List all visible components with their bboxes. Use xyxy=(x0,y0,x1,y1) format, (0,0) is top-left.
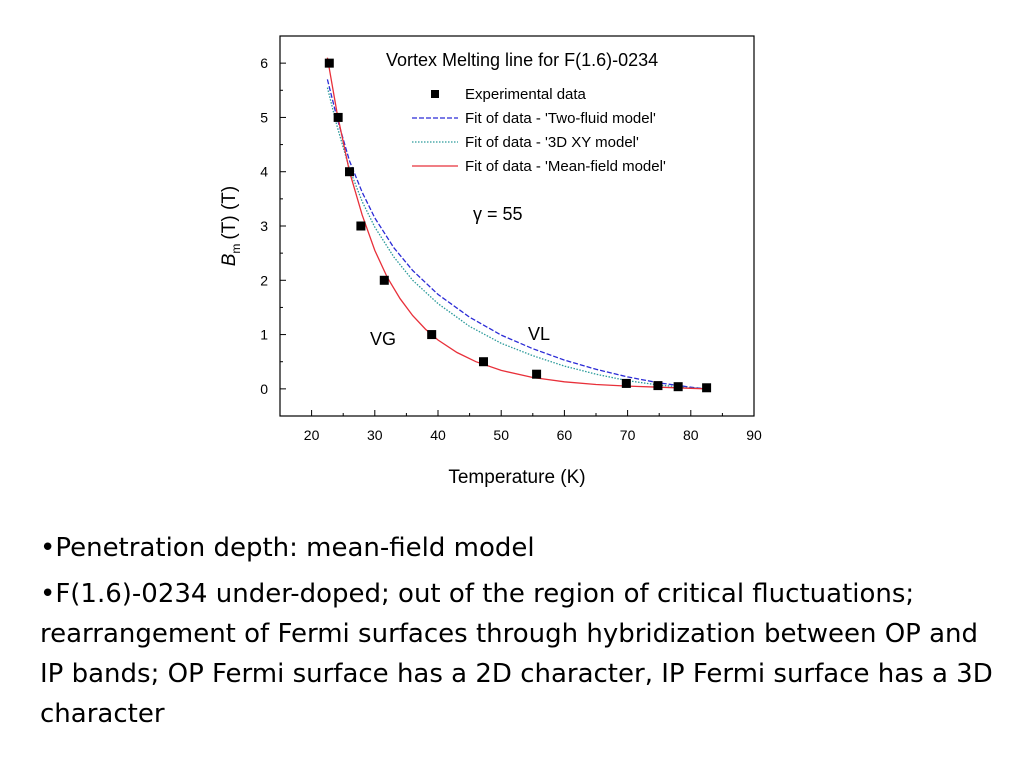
x-tick-label-5: 70 xyxy=(620,427,636,443)
data-point-9 xyxy=(653,381,663,391)
y-tick-label-5: 5 xyxy=(260,109,268,125)
x-tick-label-4: 60 xyxy=(557,427,573,443)
y-tick-label-1: 1 xyxy=(260,327,268,343)
data-point-7 xyxy=(532,369,542,379)
bullet-list: •Penetration depth: mean-field model •F(… xyxy=(40,528,1000,740)
y-tick-label-2: 2 xyxy=(260,272,268,288)
chart-figure: 20 30 40 50 60 70 80 90 0 1 2 3 4 5 6 Experimental dat… xyxy=(219,35,762,488)
x-tick-label-1: 30 xyxy=(367,427,383,443)
x-tick-label-7: 90 xyxy=(746,427,762,443)
bullet-item-1: •Penetration depth: mean-field model xyxy=(40,533,535,563)
legend-marker-0 xyxy=(431,90,439,98)
data-point-1 xyxy=(333,112,343,122)
data-point-2 xyxy=(345,167,355,177)
y-tick-label-6: 6 xyxy=(260,55,268,71)
legend-label-1: Fit of data - 'Two-fluid model' xyxy=(465,110,656,127)
y-tick-label-0: 0 xyxy=(260,381,268,397)
data-point-4 xyxy=(379,275,389,285)
data-point-8 xyxy=(621,378,631,388)
y-axis-title-sub: m xyxy=(229,244,243,254)
points-layer xyxy=(324,58,712,393)
legend: Experimental data Fit of data - 'Two-flui… xyxy=(412,86,666,175)
y-axis-title-main: B xyxy=(219,253,240,266)
gamma-annotation: γ = 55 xyxy=(473,204,523,224)
x-tick-label-6: 80 xyxy=(683,427,699,443)
data-point-5 xyxy=(427,330,437,340)
y-axis-title: Bm (T) (T) xyxy=(219,186,243,267)
x-axis-title: Temperature (K) xyxy=(448,467,585,488)
legend-label-3: Fit of data - 'Mean-field model' xyxy=(465,158,666,175)
chart-title: Vortex Melting line for F(1.6)-0234 xyxy=(386,50,658,70)
data-point-0 xyxy=(324,58,334,68)
x-tick-label-2: 40 xyxy=(430,427,446,443)
y-tick-label-4: 4 xyxy=(260,164,268,180)
series-line-1 xyxy=(326,79,707,390)
bullet-item-2: •F(1.6)-0234 under-doped; out of the reg… xyxy=(40,579,993,729)
data-point-6 xyxy=(479,357,489,367)
legend-label-0: Experimental data xyxy=(465,86,587,103)
vl-label: VL xyxy=(528,324,550,344)
legend-label-2: Fit of data - '3D XY model' xyxy=(465,134,639,151)
data-point-11 xyxy=(702,383,712,393)
y-tick-label-3: 3 xyxy=(260,218,268,234)
series-line-2 xyxy=(326,87,707,390)
data-point-3 xyxy=(356,221,366,231)
data-point-10 xyxy=(673,382,683,392)
x-tick-label-0: 20 xyxy=(304,427,320,443)
x-tick-label-3: 50 xyxy=(493,427,509,443)
axis-ticks: 20 30 40 50 60 70 80 90 0 1 2 3 4 5 6 xyxy=(260,55,762,443)
vg-label: VG xyxy=(370,329,396,349)
y-axis-title-rest: (T) (T) xyxy=(219,186,240,240)
